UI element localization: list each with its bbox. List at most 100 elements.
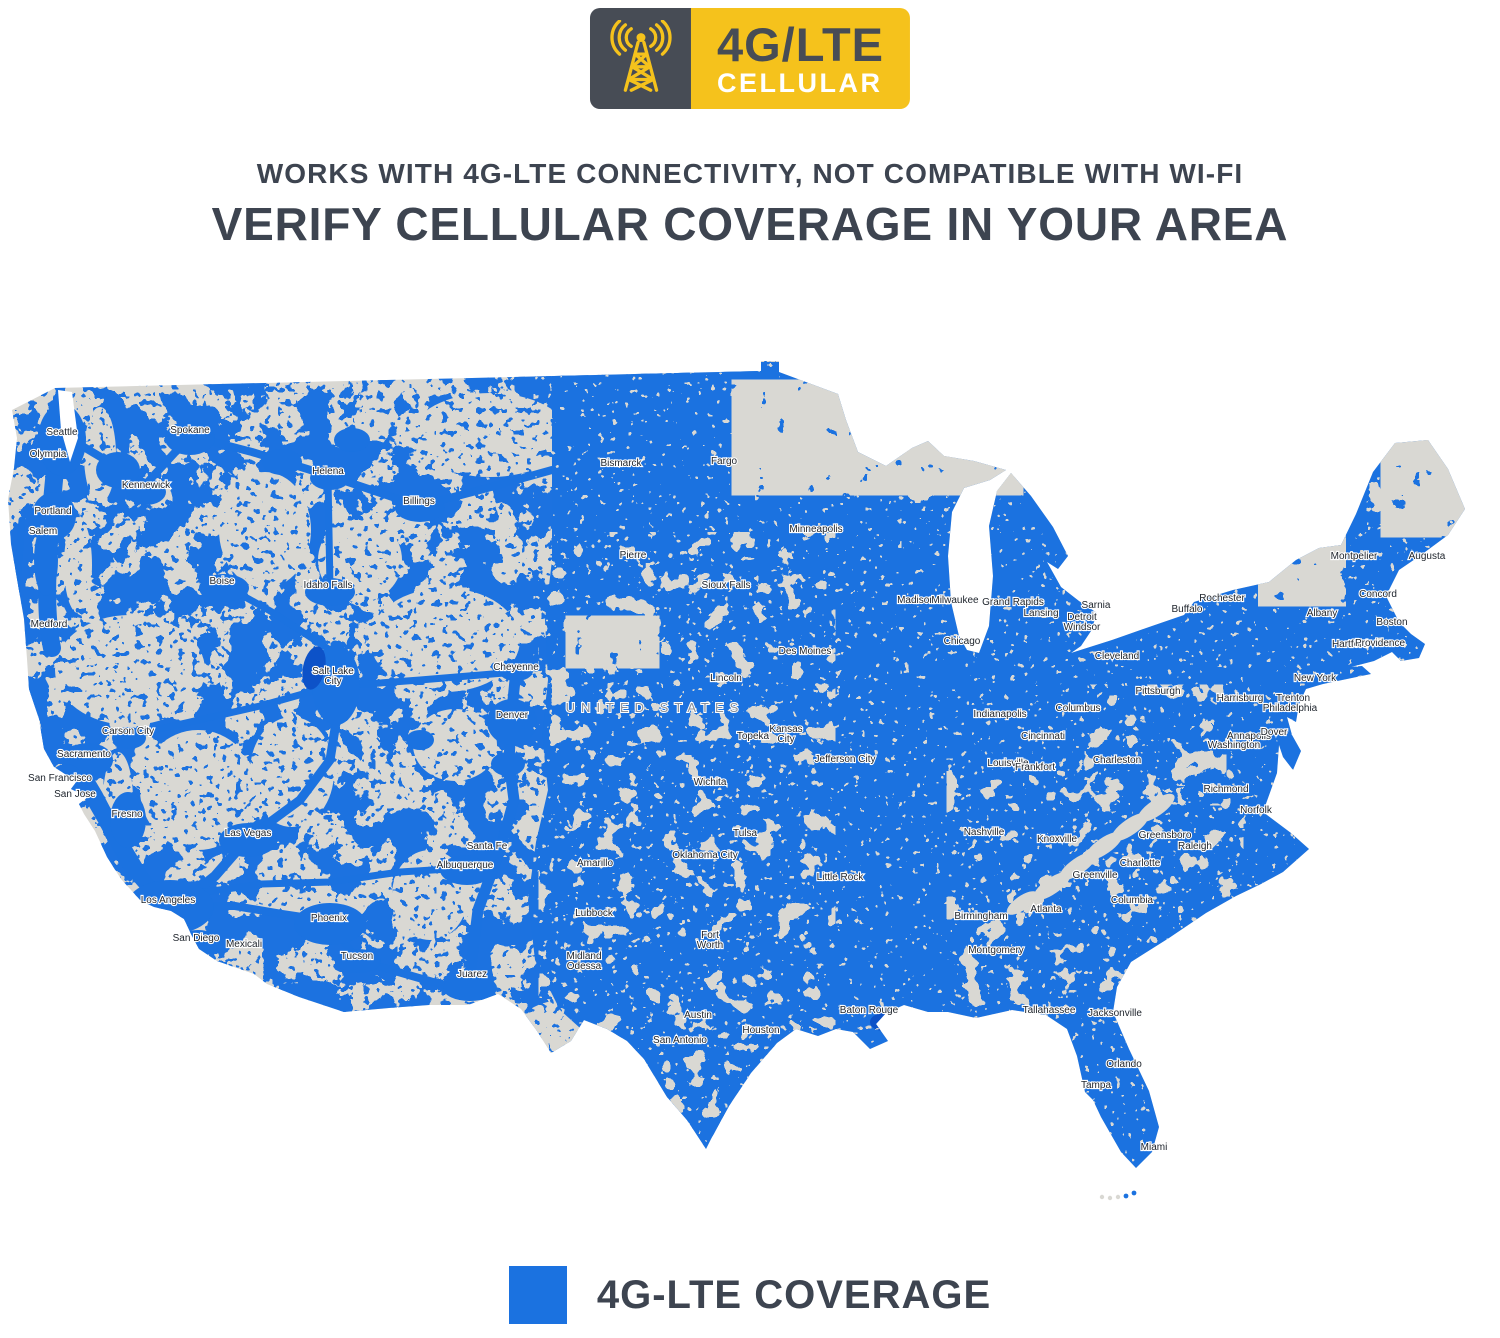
city-label: Cincinnati bbox=[1021, 731, 1065, 742]
city-label: San Antonio bbox=[653, 1035, 707, 1046]
city-label: Bismarck bbox=[600, 458, 642, 469]
city-label: Kennewick bbox=[122, 480, 171, 491]
city-label: Pierre bbox=[620, 550, 647, 561]
city-label: Charleston bbox=[1093, 755, 1141, 766]
coverage-swatch bbox=[508, 1266, 567, 1324]
city-label: Oklahoma City bbox=[672, 850, 738, 861]
city-label: Wichita bbox=[694, 777, 727, 788]
coverage-layers bbox=[8, 361, 1465, 1168]
puget-sound-water bbox=[58, 390, 78, 462]
city-label: Kansas City bbox=[769, 724, 802, 745]
coverage-legend-label: 4G-LTE COVERAGE bbox=[596, 1272, 992, 1317]
city-label: Sacramento bbox=[57, 749, 111, 760]
city-label: Olympia bbox=[30, 449, 67, 460]
city-label: Annapolis bbox=[1227, 731, 1271, 742]
city-label: New York bbox=[1294, 673, 1337, 684]
city-label: Cheyenne bbox=[493, 662, 539, 673]
city-label: Des Moines bbox=[779, 646, 832, 657]
city-label: Nashville bbox=[964, 827, 1005, 838]
badge-title: 4G/LTE bbox=[716, 17, 885, 71]
heading-line2: VERIFY CELLULAR COVERAGE IN YOUR AREA bbox=[211, 198, 1289, 250]
city-label: Richmond bbox=[1203, 784, 1248, 795]
city-label: Little Rock bbox=[817, 872, 865, 883]
city-labels: Seattle Olympia Spokane Kennewick Portland Sa… bbox=[27, 424, 1447, 1154]
badge-subtitle: CELLULAR bbox=[716, 67, 883, 98]
city-label: Tampa bbox=[1081, 1080, 1111, 1091]
city-label: Carson City bbox=[102, 726, 154, 737]
city-label: Montgomery bbox=[968, 945, 1024, 956]
appalachian-gaps bbox=[1006, 793, 1175, 915]
city-label: Lansing bbox=[1023, 608, 1058, 619]
city-label: Providence bbox=[1355, 638, 1405, 649]
city-label: Columbus bbox=[1055, 703, 1100, 714]
city-label: Fargo bbox=[711, 456, 738, 467]
city-label: Atlanta bbox=[1030, 904, 1062, 915]
city-label: Frankfort bbox=[1015, 762, 1055, 773]
coverage-map: UNITED STATES Seattle Olympia Spokane Kenne… bbox=[0, 350, 1500, 1240]
city-label: Helena bbox=[312, 466, 344, 477]
city-label: Fort Worth bbox=[697, 930, 724, 951]
city-label: Columbia bbox=[1111, 895, 1154, 906]
coverage-legend: 4G-LTE COVERAGE bbox=[0, 1266, 1500, 1324]
city-label: Louisville bbox=[987, 758, 1029, 769]
city-label: Mexicali bbox=[226, 939, 262, 950]
city-label: Topeka bbox=[737, 731, 770, 742]
city-label: San Francisco bbox=[28, 773, 92, 784]
city-label: Houston bbox=[742, 1025, 779, 1036]
city-label: Philadelphia bbox=[1263, 703, 1318, 714]
us-coverage-map-svg: UNITED STATES Seattle Olympia Spokane Kenne… bbox=[8, 361, 1465, 1201]
city-label: Juarez bbox=[457, 969, 487, 980]
badge-icon-panel bbox=[589, 8, 691, 109]
city-label: Greensboro bbox=[1139, 830, 1192, 841]
city-label: Albany bbox=[1307, 608, 1338, 619]
city-label: Lubbock bbox=[575, 908, 614, 919]
city-label: Raleigh bbox=[1178, 841, 1212, 852]
great-salt-lake bbox=[302, 646, 326, 690]
cell-tower-icon bbox=[609, 19, 672, 92]
city-label: Salem bbox=[29, 526, 57, 537]
city-label: Knoxville bbox=[1037, 834, 1077, 845]
badge-text-panel: 4G/LTE CELLULAR bbox=[690, 8, 911, 109]
city-label: Seattle bbox=[46, 427, 78, 438]
city-label: Milwaukee bbox=[931, 595, 979, 606]
city-label: Portland bbox=[34, 506, 71, 517]
city-label: Spokane bbox=[170, 425, 210, 436]
country-label: UNITED STATES bbox=[566, 700, 745, 715]
city-label: Minneapolis bbox=[789, 524, 842, 535]
city-label: Phoenix bbox=[311, 913, 347, 924]
city-label: Midland Odessa bbox=[566, 951, 601, 972]
city-label: Santa Fe bbox=[467, 841, 508, 852]
city-label: Indianapolis bbox=[973, 709, 1026, 720]
city-label: Baton Rouge bbox=[840, 1005, 899, 1016]
product-badge: 4G/LTE CELLULAR bbox=[589, 8, 911, 109]
heading-line1: WORKS WITH 4G-LTE CONNECTIVITY, NOT COMP… bbox=[256, 158, 1244, 189]
city-label: Norfolk bbox=[1240, 805, 1273, 816]
city-label: Charlotte bbox=[1120, 858, 1161, 869]
city-label: Sarnia bbox=[1082, 600, 1111, 611]
city-label: Grand Rapids bbox=[982, 597, 1044, 608]
city-label: Tulsa bbox=[733, 828, 758, 839]
city-label: Orlando bbox=[1106, 1059, 1142, 1070]
city-label: Boise bbox=[209, 576, 234, 587]
city-label: Lincoln bbox=[710, 673, 742, 684]
city-label: Medford bbox=[31, 619, 68, 630]
city-label: Buffalo bbox=[1172, 604, 1203, 615]
city-label: Birmingham bbox=[954, 911, 1007, 922]
city-label: Amarillo bbox=[577, 858, 614, 869]
city-label: Harrisburg bbox=[1217, 693, 1264, 704]
city-label: Los Angeles bbox=[141, 895, 196, 906]
city-label: Boston bbox=[1376, 617, 1407, 628]
city-label: Augusta bbox=[1409, 551, 1446, 562]
city-label: Madison bbox=[897, 595, 935, 606]
city-label: Jacksonville bbox=[1088, 1008, 1142, 1019]
city-label: Montpelier bbox=[1331, 551, 1378, 562]
city-label: Hartford bbox=[1332, 639, 1368, 650]
city-label: Detroit Windsor bbox=[1064, 612, 1101, 633]
city-label: Cleveland bbox=[1095, 651, 1139, 662]
city-label: San Jose bbox=[54, 789, 96, 800]
city-label: Las Vegas bbox=[225, 828, 272, 839]
city-label: Salt Lake City bbox=[312, 666, 354, 687]
city-label: Miami bbox=[1141, 1142, 1168, 1153]
city-label: San Diego bbox=[173, 933, 220, 944]
city-label: Idaho Falls bbox=[304, 580, 353, 591]
